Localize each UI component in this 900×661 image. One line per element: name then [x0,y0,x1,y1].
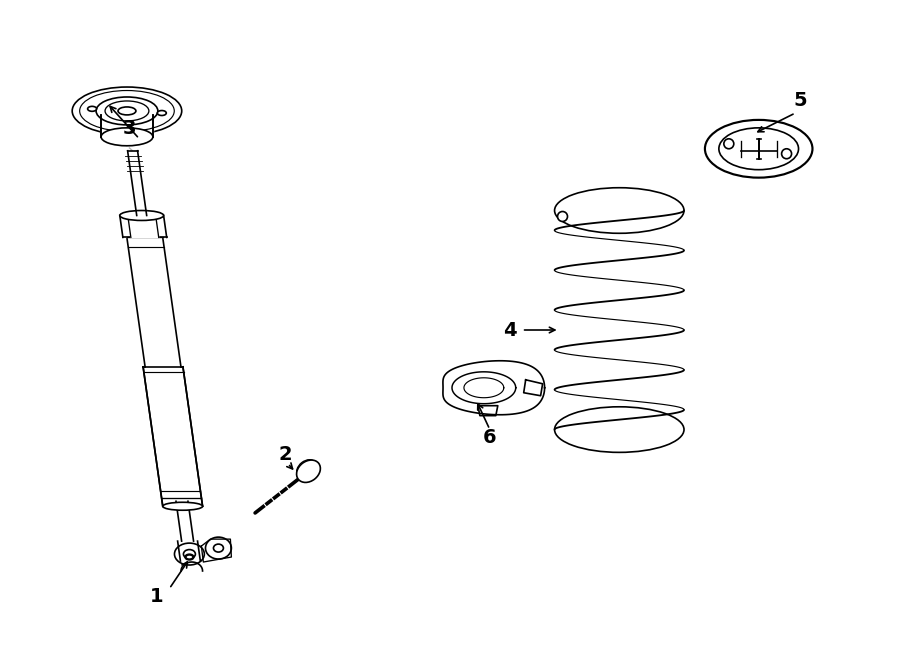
Ellipse shape [158,110,166,116]
Ellipse shape [87,106,96,111]
Ellipse shape [719,128,798,170]
Text: 5: 5 [794,91,807,110]
Polygon shape [128,151,147,215]
Ellipse shape [185,555,193,559]
Ellipse shape [175,543,204,565]
Ellipse shape [118,107,136,115]
Ellipse shape [554,407,684,452]
Polygon shape [120,215,166,237]
Ellipse shape [120,210,164,221]
Ellipse shape [101,128,153,146]
Ellipse shape [205,537,231,559]
Text: 1: 1 [149,588,163,606]
Polygon shape [101,115,153,137]
Ellipse shape [705,120,813,178]
Polygon shape [128,215,158,237]
Text: 6: 6 [483,428,497,447]
Polygon shape [127,237,181,367]
Ellipse shape [297,460,320,483]
Polygon shape [143,367,202,506]
Circle shape [781,149,792,159]
Text: 2: 2 [279,445,292,464]
Ellipse shape [184,549,195,559]
Ellipse shape [105,101,148,121]
Polygon shape [202,539,231,562]
Text: 3: 3 [122,120,136,138]
Polygon shape [524,380,543,396]
Polygon shape [478,406,498,416]
Polygon shape [443,361,544,414]
Text: 4: 4 [503,321,517,340]
Circle shape [724,139,733,149]
Ellipse shape [96,97,158,125]
Ellipse shape [297,459,317,478]
Ellipse shape [163,502,202,510]
Ellipse shape [72,87,182,135]
Ellipse shape [213,544,223,552]
Circle shape [557,212,568,221]
Ellipse shape [554,188,684,233]
Ellipse shape [80,91,175,132]
